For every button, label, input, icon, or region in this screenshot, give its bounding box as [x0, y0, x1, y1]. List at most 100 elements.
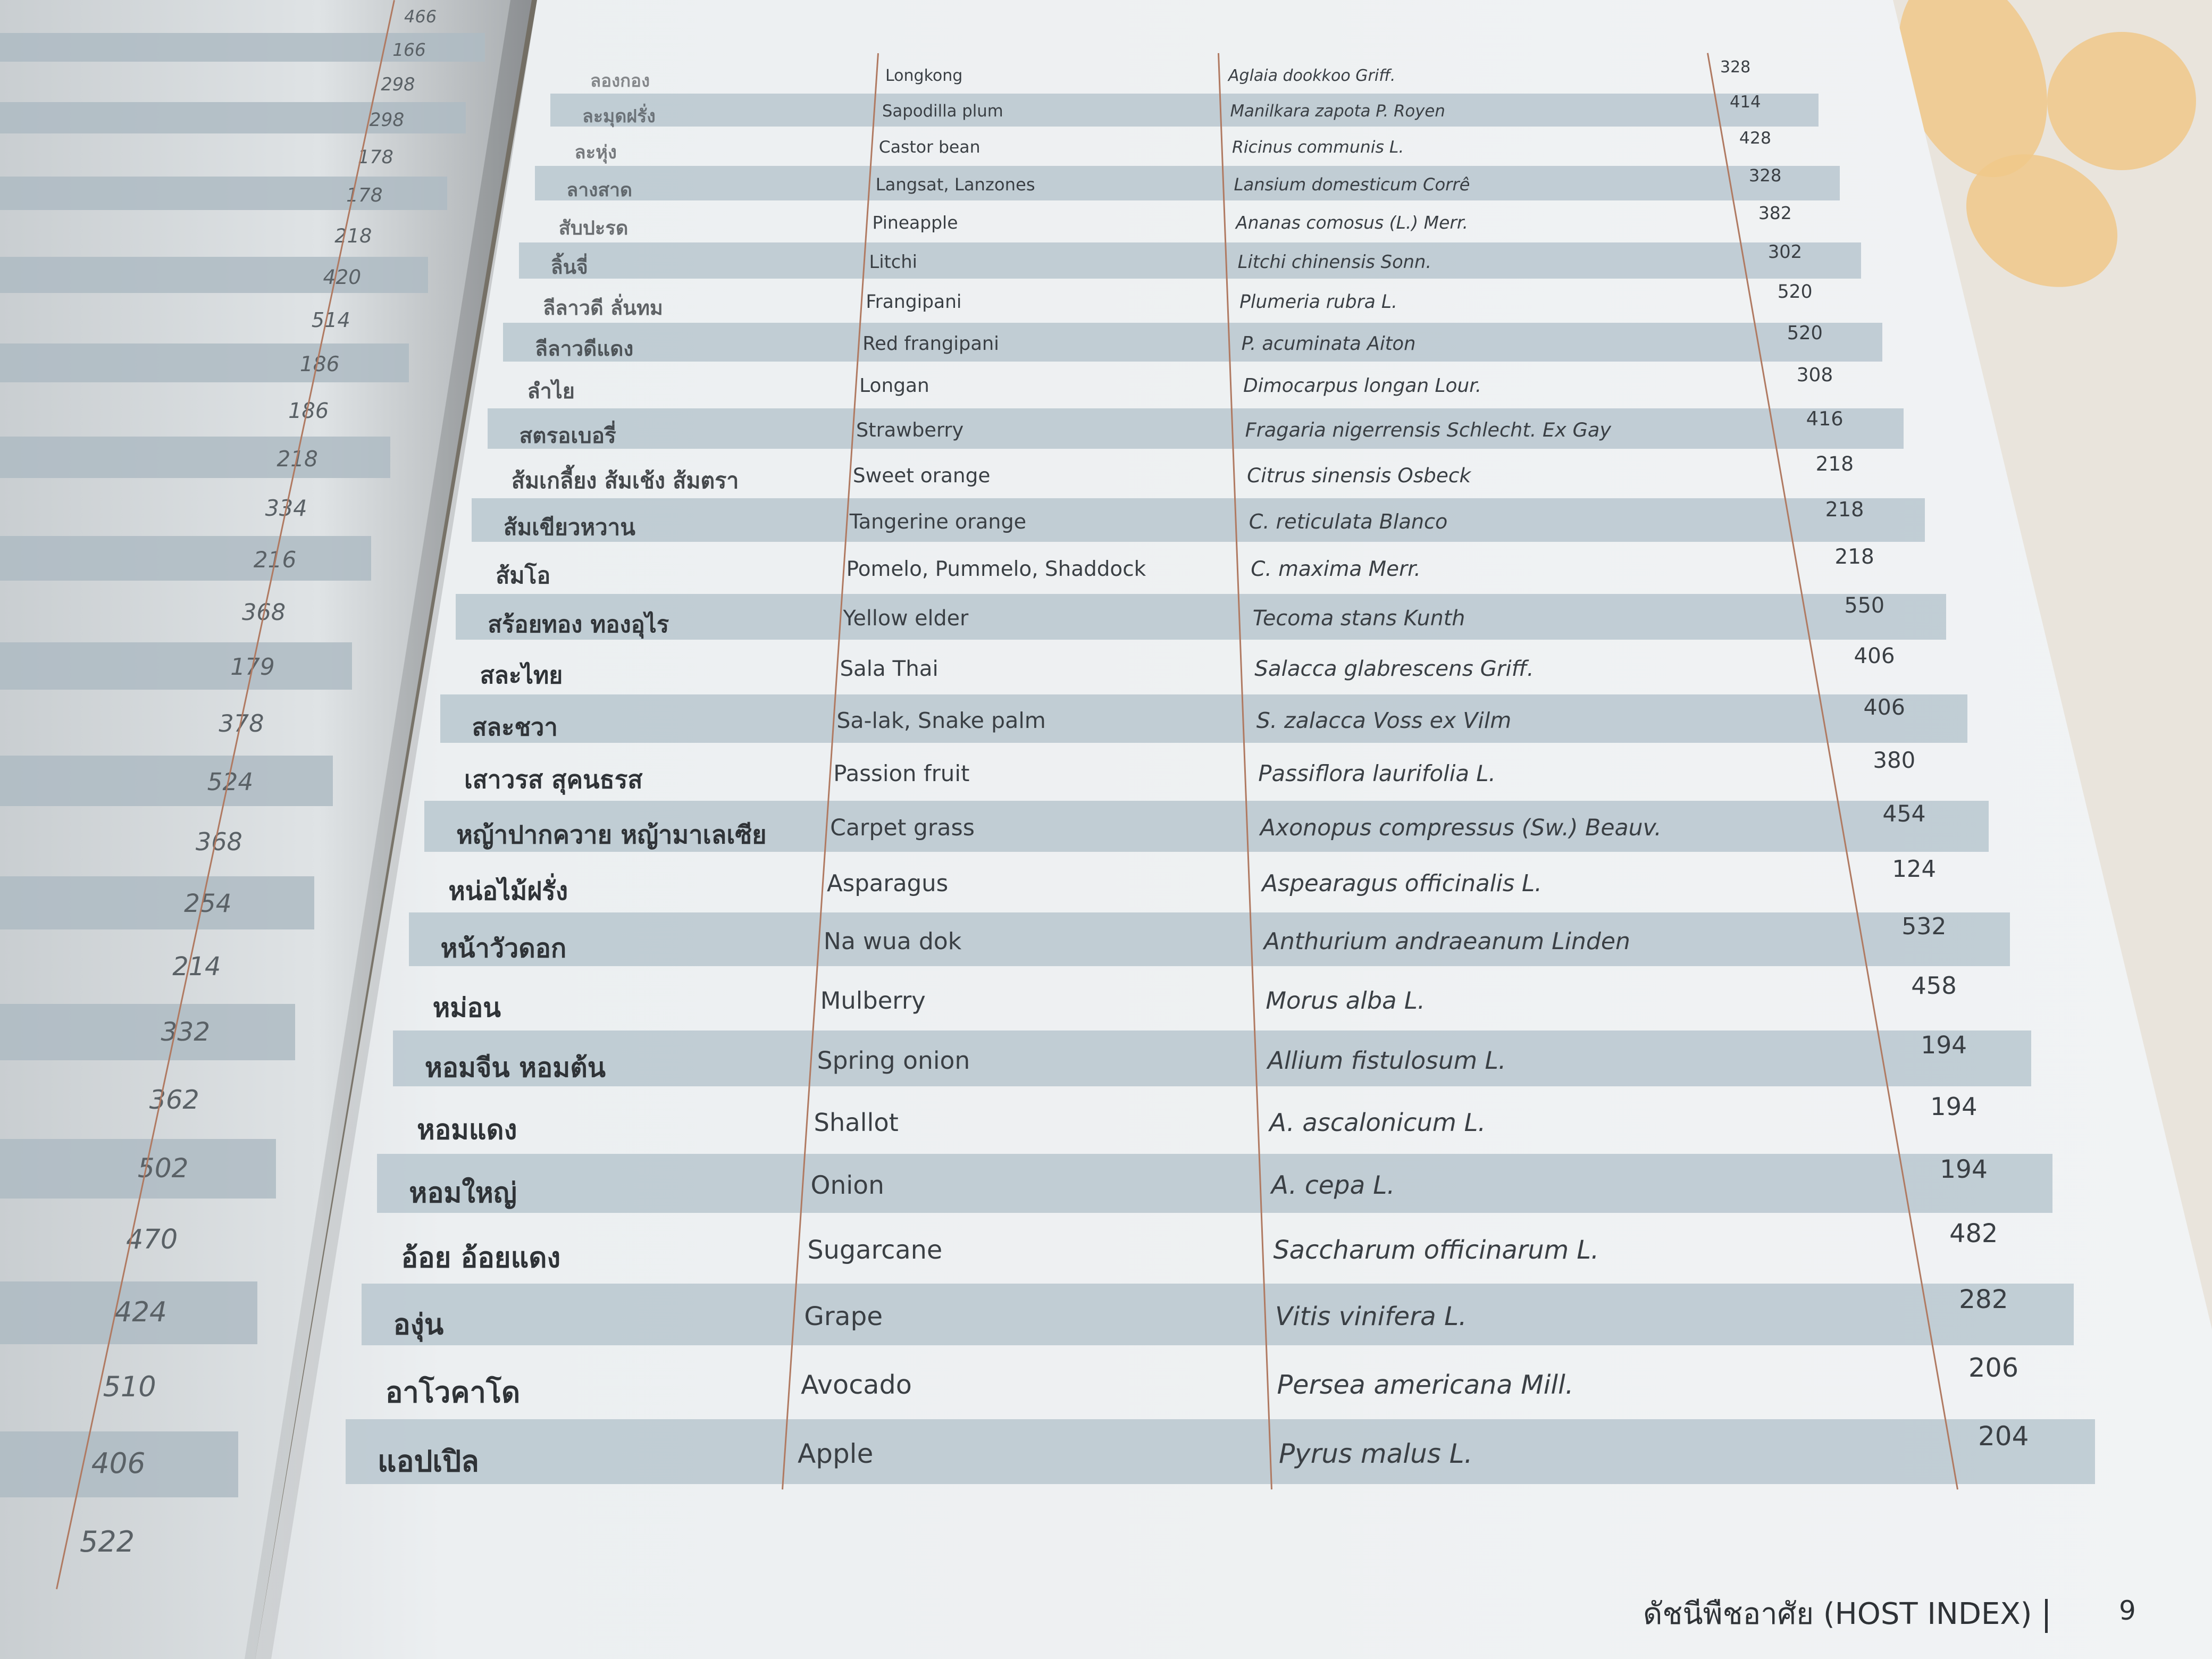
row-band	[550, 94, 1819, 127]
page-ref: 458	[1911, 971, 1957, 1000]
thai-name: หน่อไม้ฝรั่ง	[448, 877, 568, 907]
row-band	[518, 242, 1861, 279]
row-band	[424, 800, 1989, 852]
left-row-band	[0, 177, 447, 211]
english-name: Strawberry	[856, 418, 964, 442]
left-page-ref: 186	[299, 353, 340, 377]
thai-name: หอมแดง	[417, 1114, 517, 1146]
page-ref: 406	[1854, 643, 1895, 668]
scientific-name: Allium fistulosum L.	[1267, 1046, 1506, 1075]
scientific-name: Persea americana Mill.	[1277, 1369, 1574, 1401]
page-ref: 520	[1787, 322, 1823, 344]
left-row-band	[0, 257, 428, 294]
left-row-band	[0, 343, 409, 383]
left-page-ref: 254	[184, 889, 232, 918]
left-page-ref: 218	[334, 224, 372, 247]
left-row-band	[0, 1431, 238, 1498]
left-page-ref: 510	[103, 1370, 156, 1403]
row-band	[456, 593, 1946, 640]
left-page-ref: 406	[91, 1447, 146, 1480]
scientific-name: Salacca glabrescens Griff.	[1254, 656, 1534, 681]
scientific-name: Morus alba L.	[1266, 986, 1426, 1015]
thai-name: ส้มเกลี้ยง ส้มเช้ง ส้มตรา	[511, 467, 739, 493]
thai-name: สละชวา	[472, 713, 558, 741]
thai-name: หอมจีน หอมต้น	[424, 1051, 606, 1083]
page-ref: 194	[1940, 1155, 1988, 1185]
thai-name: อ้อย อ้อยแดง	[401, 1241, 561, 1274]
english-name: Carpet grass	[830, 815, 975, 842]
left-page-ref: 470	[126, 1224, 178, 1255]
left-page-ref: 362	[149, 1084, 199, 1115]
english-name: Tangerine orange	[849, 509, 1027, 533]
scientific-name: A. cepa L.	[1271, 1171, 1395, 1201]
scientific-name: Anthurium andraeanum Linden	[1263, 927, 1630, 955]
english-name: Sa-lak, Snake palm	[836, 707, 1046, 733]
english-name: Apple	[798, 1438, 874, 1470]
row-band	[408, 912, 2010, 966]
thai-name: ลีลาวดีแดง	[535, 337, 634, 361]
english-name: Sala Thai	[840, 656, 939, 681]
thai-name: สตรอเบอรี่	[519, 423, 616, 449]
page-ref: 414	[1729, 93, 1761, 112]
left-page-ref: 424	[114, 1296, 167, 1328]
row-band	[346, 1419, 2095, 1484]
thai-name: สละไทย	[480, 661, 563, 689]
page-ref: 532	[1901, 913, 1947, 941]
english-name: Yellow elder	[843, 606, 969, 631]
row-band	[377, 1154, 2052, 1213]
english-name: Pineapple	[872, 212, 958, 233]
scientific-name: Axonopus compressus (Sw.) Beauv.	[1260, 815, 1662, 842]
thai-name: เสาวรส สุคนธรส	[464, 765, 643, 794]
left-row-band	[0, 642, 353, 690]
left-page-ref: 420	[323, 265, 362, 289]
footer-divider	[2045, 1598, 2048, 1633]
row-band	[361, 1283, 2074, 1345]
thai-name: แอปเปิล	[378, 1444, 479, 1479]
english-name: Frangipani	[866, 291, 962, 313]
left-row-band	[0, 1138, 276, 1199]
row-band	[503, 323, 1882, 362]
left-row-band	[0, 536, 371, 581]
page-ref: 308	[1796, 364, 1833, 386]
page-ref: 520	[1777, 281, 1813, 303]
page-ref: 380	[1873, 747, 1916, 773]
english-name: Sapodilla plum	[882, 102, 1003, 121]
left-page-ref: 298	[381, 74, 415, 95]
page-ref: 416	[1806, 407, 1844, 431]
thai-name: ลองกอง	[590, 70, 650, 91]
page-ref: 282	[1959, 1285, 2008, 1315]
footer-title: ดัชนีพืชอาศัย (HOST INDEX)	[1643, 1597, 2032, 1631]
english-name: Sugarcane	[807, 1235, 943, 1265]
english-name: Shallot	[814, 1108, 899, 1137]
english-name: Asparagus	[827, 870, 949, 898]
page-ref: 194	[1921, 1031, 1967, 1060]
scientific-name: Ricinus communis L.	[1232, 137, 1404, 157]
scientific-name: Citrus sinensis Osbeck	[1247, 463, 1471, 487]
page-ref: 328	[1748, 165, 1782, 186]
left-row-band	[0, 876, 314, 930]
row-band	[487, 408, 1904, 449]
english-name: Langsat, Lanzones	[875, 174, 1035, 195]
english-name: Castor bean	[878, 137, 981, 157]
page-ref: 382	[1758, 203, 1792, 224]
thai-name: อาโวคาโด	[385, 1376, 521, 1410]
scientific-name: Saccharum officinarum L.	[1273, 1235, 1599, 1265]
thai-name: ส้มเขียวหวาน	[504, 514, 635, 540]
thai-name: ลางสาด	[566, 179, 633, 202]
english-name: Longkong	[885, 66, 963, 85]
left-row-band	[0, 436, 390, 479]
page-number: 9	[2119, 1595, 2136, 1626]
page-ref: 204	[1978, 1421, 2029, 1452]
left-row-band	[0, 33, 485, 62]
thai-name: หม่อน	[432, 992, 501, 1023]
page-ref: 218	[1834, 545, 1874, 569]
page-ref: 482	[1949, 1219, 1998, 1249]
thai-name: ละมุดฝรั่ง	[582, 106, 656, 127]
left-page-ref: 214	[172, 952, 221, 982]
scientific-name: A. ascalonicum L.	[1269, 1108, 1486, 1137]
flower-petal	[2047, 32, 2196, 170]
row-band	[534, 166, 1840, 201]
left-page-ref: 522	[80, 1525, 135, 1559]
left-page-ref: 514	[311, 308, 350, 332]
left-row-band	[0, 1003, 295, 1061]
